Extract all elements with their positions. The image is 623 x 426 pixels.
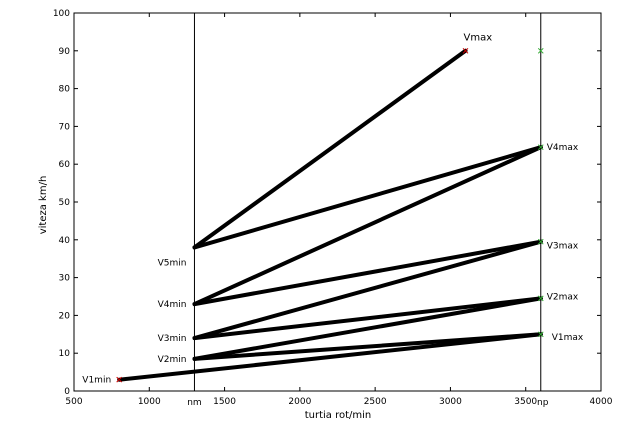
y-tick-label-3: 30	[59, 274, 71, 284]
y-tick-label-7: 70	[59, 122, 71, 132]
series-line-7	[192, 145, 543, 250]
annotation-V2max: V2max	[547, 293, 579, 303]
x-tick-label-0: 500	[65, 397, 82, 407]
annotation-Vmax: Vmax	[463, 32, 492, 43]
x-tick-label-7: 4000	[590, 397, 613, 407]
annotations: V1min V2min V3min V4min V5min V1max V2max V3max…	[82, 32, 584, 385]
y-tick-label-1: 10	[59, 349, 71, 359]
annotation-V1max: V1max	[552, 333, 584, 343]
series-line-3	[192, 296, 543, 341]
y-tick-label-4: 40	[59, 236, 71, 246]
annotation-V3min: V3min	[158, 334, 187, 344]
vertical-lines	[193, 13, 542, 391]
marker-1	[462, 47, 469, 54]
series-line-4	[192, 239, 543, 341]
x-tick-label-3: 2000	[288, 397, 311, 407]
annotation-V4max: V4max	[547, 143, 579, 153]
markers	[116, 47, 544, 383]
marker-5	[537, 144, 544, 151]
y-tick-label-2: 20	[59, 311, 71, 321]
ticks: 500 1000 1500 2000 2500 3000 3500 4000 0 10 20 30 40…	[53, 9, 613, 408]
series-line-2	[192, 332, 543, 361]
annotation-V1min: V1min	[82, 376, 111, 386]
y-tick-label-9: 90	[59, 47, 71, 57]
y-tick-label-6: 60	[59, 160, 71, 170]
series-line-0	[117, 332, 543, 382]
annotation-V2min: V2min	[158, 355, 187, 365]
series-line-5	[192, 239, 543, 307]
marker-6	[537, 47, 544, 54]
series-lines	[117, 48, 543, 382]
x-tick-label-4: 2500	[364, 397, 387, 407]
y-axis-label: viteza km/h	[38, 176, 49, 235]
annotation-V4min: V4min	[158, 300, 187, 310]
marker-3	[537, 295, 544, 302]
vertical-line-label-np: np	[537, 398, 549, 408]
marker-0	[116, 376, 123, 383]
series-line-8	[192, 48, 468, 250]
x-tick-label-2: 1500	[213, 397, 236, 407]
x-tick-label-6: 3500	[514, 397, 537, 407]
marker-2	[537, 331, 544, 338]
y-tick-label-0: 0	[64, 387, 70, 397]
vertical-line-label-nm: nm	[187, 398, 201, 408]
y-tick-label-8: 80	[59, 85, 71, 95]
y-tick-label-10: 100	[53, 9, 70, 19]
x-tick-label-5: 3000	[439, 397, 462, 407]
annotation-V3max: V3max	[547, 241, 579, 251]
annotation-V5min: V5min	[158, 258, 187, 268]
series-line-6	[192, 145, 543, 307]
y-tick-label-5: 50	[59, 198, 71, 208]
series-line-1	[192, 296, 543, 361]
x-tick-label-1: 1000	[138, 397, 161, 407]
marker-4	[537, 238, 544, 245]
x-axis-label: turtia rot/min	[305, 410, 372, 421]
